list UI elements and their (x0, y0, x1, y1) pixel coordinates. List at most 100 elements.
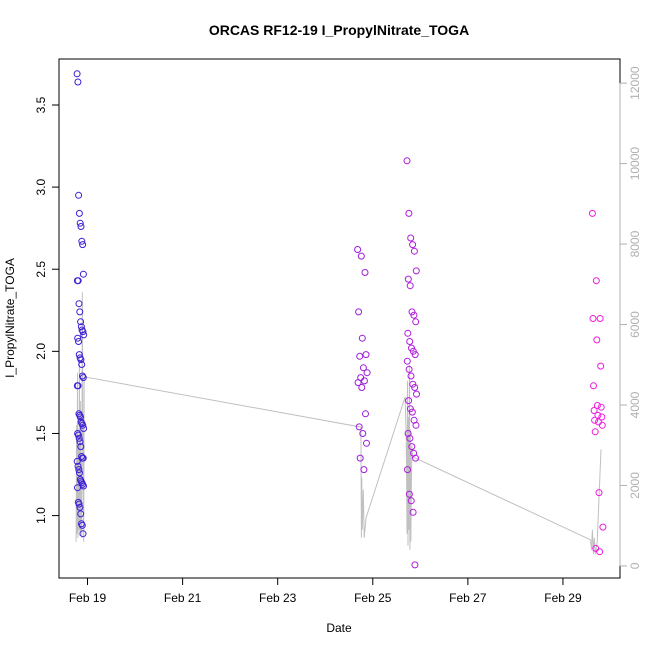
data-point (75, 338, 82, 345)
data-point (593, 402, 601, 409)
data-point (73, 457, 81, 465)
x-tick-label: Feb 21 (164, 591, 202, 605)
data-point (77, 323, 85, 331)
data-point (408, 408, 416, 416)
data-point (355, 423, 363, 431)
y-tick-label: 2.0 (34, 343, 48, 360)
data-point (596, 315, 604, 322)
data-point (412, 318, 420, 326)
data-point (74, 462, 82, 470)
data-point (411, 561, 419, 569)
x-tick-label: Feb 27 (449, 591, 487, 605)
data-point (79, 454, 87, 462)
data-point (596, 548, 604, 556)
data-point (597, 362, 605, 370)
x-tick-label: Feb 25 (354, 591, 392, 605)
data-point (588, 209, 596, 217)
data-point (363, 369, 371, 377)
data-point (77, 223, 85, 230)
data-point (592, 277, 600, 285)
data-point (74, 431, 82, 439)
y2-tick-label: 4000 (628, 391, 642, 418)
data-point (591, 416, 599, 424)
x-tick-label: Feb 23 (259, 591, 297, 605)
data-point (79, 270, 87, 278)
data-point (77, 443, 85, 451)
data-point (79, 530, 87, 538)
data-point (76, 469, 83, 477)
data-point (357, 252, 365, 260)
data-point (78, 521, 86, 529)
x-tick-label: Feb 19 (69, 591, 107, 605)
data-point (358, 384, 366, 391)
data-point (74, 78, 82, 86)
data-point (75, 466, 83, 474)
data-point (406, 434, 414, 442)
data-point (404, 466, 411, 474)
data-point (413, 390, 420, 398)
data-point (75, 191, 83, 199)
data-point (599, 523, 607, 531)
data-point (404, 329, 412, 337)
data-point (356, 454, 364, 462)
chart-title: ORCAS RF12-19 I_PropylNitrate_TOGA (209, 22, 469, 38)
data-point (404, 430, 412, 437)
data-point (74, 382, 82, 390)
data-point (598, 413, 606, 421)
data-point (360, 377, 368, 385)
data-point (79, 241, 87, 249)
data-point (354, 246, 362, 253)
data-point (76, 308, 84, 316)
data-point (75, 300, 83, 308)
data-point (77, 318, 85, 326)
data-point (591, 428, 599, 436)
y-axis: 1.0 1.5 2.0 2.5 3.0 3.5 (34, 96, 60, 524)
y-tick-label: 1.5 (34, 425, 48, 442)
y2-tick-label: 0 (628, 562, 642, 569)
data-point (74, 334, 82, 342)
altitude-series-line (75, 292, 602, 554)
data-point (409, 241, 417, 249)
data-point (76, 219, 84, 227)
y-axis-label: I_PropylNitrate_TOGA (3, 258, 17, 378)
data-point (79, 328, 87, 336)
y2-tick-label: 8000 (628, 230, 642, 257)
data-point (360, 466, 368, 474)
plot-frame (58, 58, 621, 579)
data-point (405, 365, 413, 373)
y-tick-label: 1.0 (34, 507, 48, 524)
data-point (75, 434, 83, 442)
data-point (77, 510, 85, 518)
data-point (405, 490, 413, 498)
data-point (411, 351, 419, 359)
data-point (403, 157, 411, 165)
data-point (595, 489, 603, 497)
y2-axis: 0 2000 4000 6000 8000 10000 12000 (619, 66, 642, 569)
data-point (409, 508, 417, 516)
data-point (597, 403, 605, 411)
data-point (412, 267, 420, 275)
data-point (73, 70, 81, 78)
data-point (408, 443, 416, 451)
y2-tick-label: 6000 (628, 311, 642, 338)
data-point (411, 384, 419, 391)
data-point (359, 430, 367, 437)
data-point (361, 269, 369, 276)
data-point (593, 336, 601, 344)
data-point (403, 357, 411, 365)
data-point (78, 361, 86, 368)
y-tick-label: 3.0 (34, 178, 48, 195)
data-point (594, 411, 602, 419)
data-point (590, 407, 598, 414)
data-point (406, 282, 414, 290)
y-tick-label: 3.5 (34, 96, 48, 113)
data-point (412, 454, 419, 462)
data-point (407, 497, 415, 505)
data-point (78, 237, 86, 245)
points-layer (73, 70, 607, 569)
data-point (75, 351, 83, 359)
data-point (77, 413, 84, 421)
data-point (358, 334, 366, 342)
data-point (412, 421, 420, 429)
